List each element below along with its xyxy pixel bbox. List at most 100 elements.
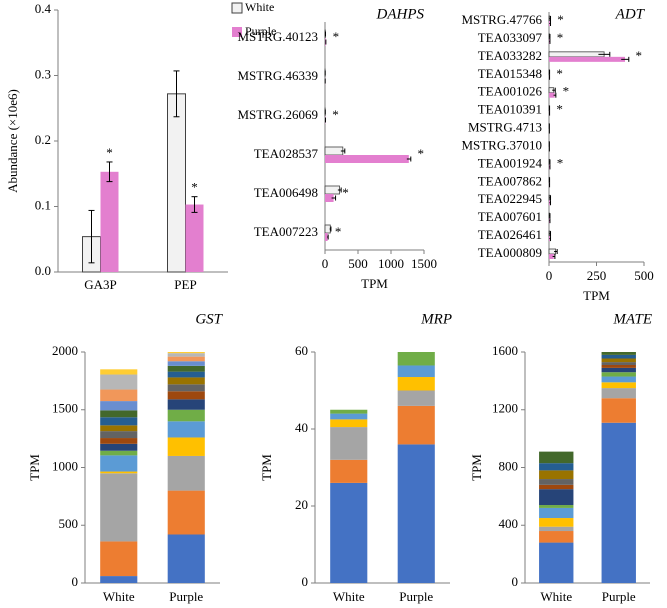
bar	[185, 204, 204, 272]
y-tick-label: 800	[499, 458, 519, 473]
bar-segment	[167, 490, 205, 535]
annotation: *	[106, 145, 113, 160]
y-tick-label: 2000	[52, 343, 78, 358]
x-tick-label: 250	[587, 268, 607, 283]
y-tick-label: MSTRG.4713	[468, 120, 542, 135]
y-axis-label: Abundance (×10e6)	[5, 89, 20, 193]
y-tick-label: TEA000809	[478, 245, 542, 260]
chart-title: GST	[195, 311, 223, 327]
bar-segment	[539, 470, 574, 480]
y-axis-label: TPM	[259, 454, 274, 481]
bar-segment	[397, 390, 435, 406]
legend-label: White	[245, 0, 274, 14]
y-tick-label: TEA010391	[478, 102, 542, 117]
bar	[324, 185, 340, 195]
bar-segment	[601, 422, 636, 583]
bar-segment	[167, 384, 205, 392]
bar-segment	[539, 489, 574, 506]
bar-segment	[167, 353, 205, 357]
y-tick-label: MSTRG.47766	[461, 12, 542, 27]
y-tick-label: TEA015348	[478, 66, 542, 81]
annotation: *	[333, 29, 340, 44]
annotation: *	[557, 12, 564, 27]
bar-segment	[167, 352, 205, 354]
bar-segment	[100, 425, 138, 432]
bar-segment	[100, 374, 138, 390]
bar-segment	[601, 364, 636, 368]
bar-segment	[601, 367, 636, 373]
y-tick-label: 1600	[492, 343, 518, 358]
y-tick-label: 1500	[52, 401, 78, 416]
bar-segment	[539, 479, 574, 485]
y-tick-label: 0	[512, 574, 519, 589]
annotation: *	[556, 102, 563, 117]
y-tick-label: TEA001026	[478, 84, 543, 99]
legend-swatch	[232, 27, 242, 37]
y-tick-label: 0.0	[35, 263, 51, 278]
bar-segment	[100, 455, 138, 472]
bar-segment	[539, 463, 574, 471]
chart-title: ADT	[615, 6, 646, 22]
x-tick-label: Purple	[399, 589, 433, 604]
y-tick-label: TEA007601	[478, 209, 542, 224]
bar-segment	[397, 352, 435, 366]
y-tick-label: 0.2	[35, 132, 51, 147]
bar-segment	[100, 576, 138, 583]
y-tick-label: 60	[295, 343, 308, 358]
bar-segment	[167, 371, 205, 378]
bar-segment	[330, 459, 368, 483]
y-tick-label: 1000	[52, 458, 78, 473]
bar	[549, 56, 625, 62]
x-tick-label: White	[540, 589, 572, 604]
bar	[325, 38, 326, 46]
y-axis-label: TPM	[27, 454, 42, 481]
bar-segment	[601, 382, 636, 389]
y-tick-label: TEA033282	[478, 48, 542, 63]
bar-segment	[330, 427, 368, 460]
x-tick-label: Purple	[169, 589, 203, 604]
bar-segment	[167, 391, 205, 400]
y-tick-label: 40	[295, 420, 308, 435]
bar-segment	[601, 354, 636, 359]
x-tick-label: 0	[322, 256, 329, 271]
x-tick-label: 1500	[411, 256, 437, 271]
bar-segment	[100, 443, 138, 451]
bar-segment	[100, 401, 138, 411]
bar	[549, 92, 555, 98]
y-tick-label: 1200	[492, 401, 518, 416]
bar-segment	[167, 361, 205, 366]
bar	[100, 171, 119, 272]
x-tick-label: White	[333, 589, 365, 604]
bar	[324, 224, 331, 234]
y-tick-label: TEA007862	[478, 173, 542, 188]
x-tick-label: White	[103, 589, 135, 604]
y-tick-label: MSTRG.46339	[237, 68, 318, 83]
bar-segment	[539, 542, 574, 583]
legend-swatch	[231, 2, 243, 14]
y-tick-label: TEA022945	[478, 191, 542, 206]
y-tick-label: TEA007223	[254, 224, 318, 239]
y-tick-label: MSTRG.37010	[461, 137, 542, 152]
bar-segment	[539, 531, 574, 543]
bar	[167, 93, 186, 273]
bar-segment	[330, 482, 368, 583]
bar-segment	[167, 534, 205, 583]
bar-segment	[601, 398, 636, 423]
bar-segment	[539, 518, 574, 527]
bar-segment	[397, 377, 435, 391]
annotation: *	[191, 180, 198, 195]
annotation: *	[557, 155, 564, 170]
bar-segment	[539, 484, 574, 490]
bar-segment	[100, 410, 138, 418]
x-axis-label: TPM	[361, 276, 388, 291]
bar-segment	[167, 377, 205, 385]
annotation: *	[332, 107, 339, 122]
y-tick-label: TEA026461	[478, 227, 542, 242]
x-tick-label: 500	[634, 268, 654, 283]
y-tick-label: 0.1	[35, 197, 51, 212]
bar-segment	[167, 409, 205, 422]
annotation: *	[335, 224, 342, 239]
bar-segment	[330, 409, 368, 414]
legend-label: Purple	[245, 24, 276, 38]
y-tick-label: 500	[59, 516, 79, 531]
